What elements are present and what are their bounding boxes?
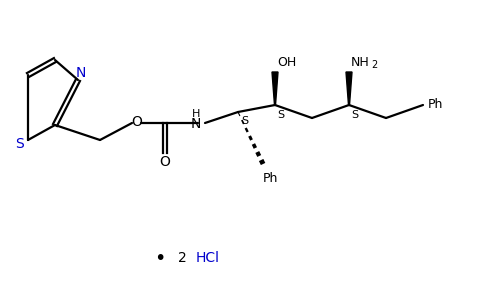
- Text: N: N: [76, 66, 86, 80]
- Polygon shape: [272, 72, 278, 105]
- Text: S: S: [277, 110, 285, 120]
- Text: 2: 2: [371, 60, 377, 70]
- Text: H: H: [192, 109, 200, 119]
- Text: OH: OH: [277, 57, 296, 69]
- Text: O: O: [132, 115, 143, 129]
- Text: S: S: [242, 116, 248, 126]
- Text: •: •: [154, 248, 166, 268]
- Text: S: S: [351, 110, 358, 120]
- Text: N: N: [191, 117, 201, 131]
- Text: 2: 2: [178, 251, 187, 265]
- Text: S: S: [15, 137, 23, 151]
- Text: Ph: Ph: [428, 97, 444, 111]
- Text: NH: NH: [351, 57, 370, 69]
- Polygon shape: [346, 72, 352, 105]
- Text: HCl: HCl: [196, 251, 220, 265]
- Text: O: O: [159, 155, 170, 169]
- Text: Ph: Ph: [262, 173, 278, 185]
